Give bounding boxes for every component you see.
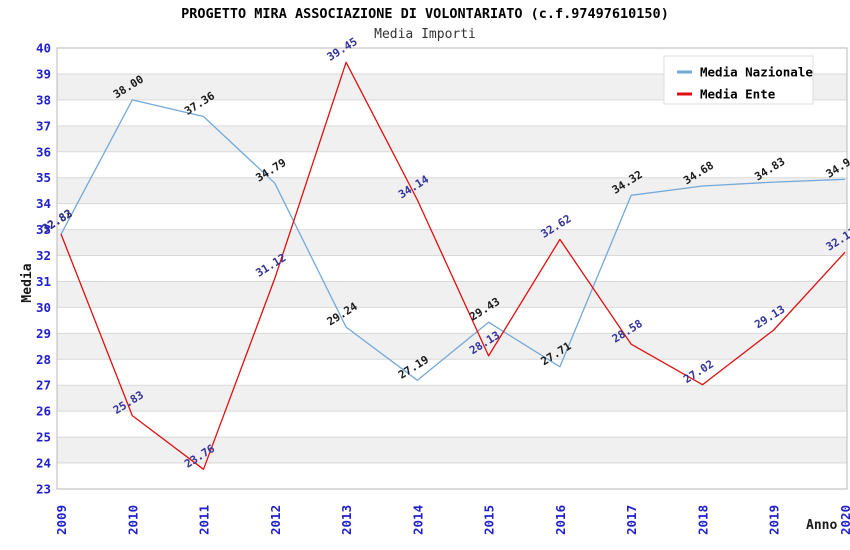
- series-line-media-nazionale: [60, 99, 846, 381]
- y-tick-label: 32: [36, 248, 51, 263]
- x-tick-label: 2019: [767, 505, 782, 535]
- x-tick-label: 2020: [838, 505, 850, 535]
- band: [57, 151, 847, 178]
- x-tick-label: 2017: [624, 505, 639, 535]
- y-tick-label: 34: [36, 196, 51, 211]
- legend-label: Media Ente: [700, 87, 776, 102]
- x-tick-label: 2015: [482, 505, 497, 535]
- chart-subtitle: Media Importi: [374, 27, 476, 42]
- band: [57, 437, 847, 464]
- band: [57, 255, 847, 282]
- chart-title: PROGETTO MIRA ASSOCIAZIONE DI VOLONTARIA…: [181, 6, 669, 22]
- x-axis-ticks: 2009 2010 2011 2012 2013 2014 2015 2016 2017 2018…: [54, 505, 850, 535]
- band: [57, 307, 847, 334]
- band: [57, 229, 847, 256]
- y-tick-label: 36: [36, 144, 51, 159]
- y-tick-label: 37: [36, 118, 51, 133]
- band: [57, 125, 847, 152]
- y-axis-label: Media: [20, 263, 35, 302]
- y-tick-label: 40: [36, 41, 51, 56]
- plot-bands: [57, 48, 847, 489]
- band: [57, 333, 847, 360]
- band: [57, 411, 847, 438]
- x-tick-label: 2010: [125, 505, 140, 535]
- x-tick-label: 2012: [268, 505, 283, 535]
- series-lines: [60, 61, 846, 470]
- y-axis-ticks: 23 24 25 26 27 28 29 30 31 32 33 34 35 36 37 38 39 40: [36, 41, 51, 497]
- x-tick-label: 2013: [339, 505, 354, 535]
- legend-box: [663, 55, 814, 105]
- plot-border: [56, 47, 848, 490]
- x-tick-label: 2009: [54, 505, 69, 535]
- y-tick-label: 33: [36, 222, 51, 237]
- series-line-media-ente: [60, 61, 846, 470]
- x-tick-label: 2014: [410, 505, 425, 535]
- band: [57, 281, 847, 308]
- y-tick-label: 38: [36, 92, 51, 107]
- band: [57, 177, 847, 204]
- x-tick-label: 2016: [553, 505, 568, 535]
- y-tick-label: 39: [36, 66, 51, 81]
- gridlines: [57, 73, 847, 464]
- y-tick-label: 29: [36, 326, 51, 341]
- band: [57, 203, 847, 230]
- y-tick-label: 23: [36, 482, 51, 497]
- legend: Media Nazionale Media Ente: [663, 55, 814, 105]
- y-tick-label: 28: [36, 352, 51, 367]
- y-tick-label: 27: [36, 378, 51, 393]
- y-tick-label: 30: [36, 300, 51, 315]
- band: [57, 359, 847, 386]
- y-tick-label: 26: [36, 404, 51, 419]
- legend-label: Media Nazionale: [700, 65, 813, 80]
- y-tick-label: 35: [36, 170, 51, 185]
- x-tick-label: 2011: [197, 505, 212, 535]
- band: [57, 385, 847, 412]
- y-tick-label: 25: [36, 430, 51, 445]
- y-tick-label: 24: [36, 456, 51, 471]
- band: [57, 463, 847, 489]
- x-axis-label: Anno: [806, 518, 837, 533]
- x-tick-label: 2018: [696, 505, 711, 535]
- y-tick-label: 31: [36, 274, 51, 289]
